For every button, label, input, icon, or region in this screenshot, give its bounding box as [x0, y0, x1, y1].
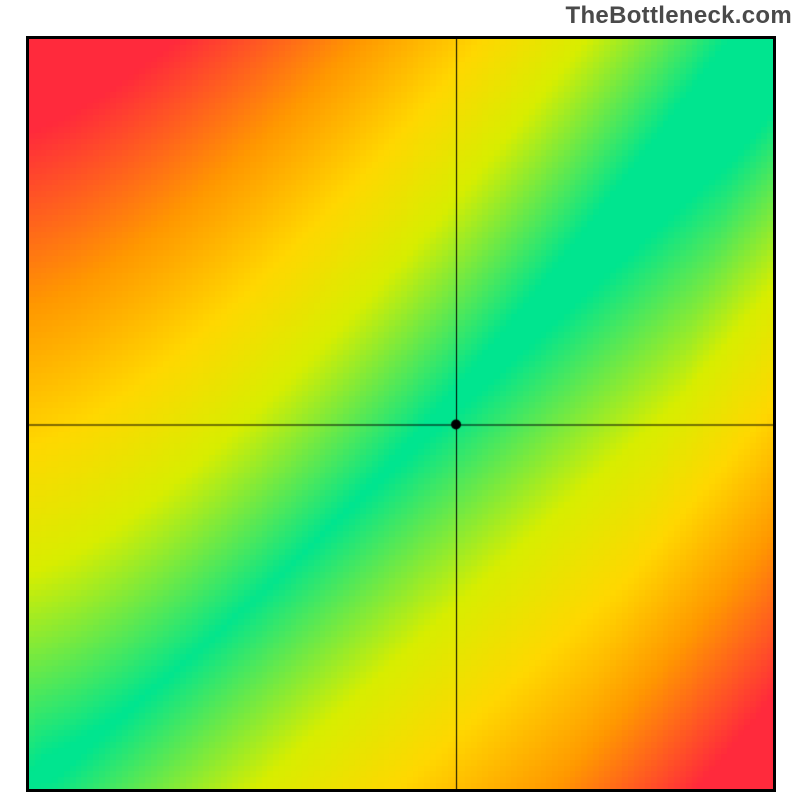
watermark-label: TheBottleneck.com [566, 2, 792, 30]
heatmap-canvas [29, 39, 773, 789]
bottleneck-heatmap [26, 36, 776, 792]
chart-container: TheBottleneck.com [0, 0, 800, 800]
